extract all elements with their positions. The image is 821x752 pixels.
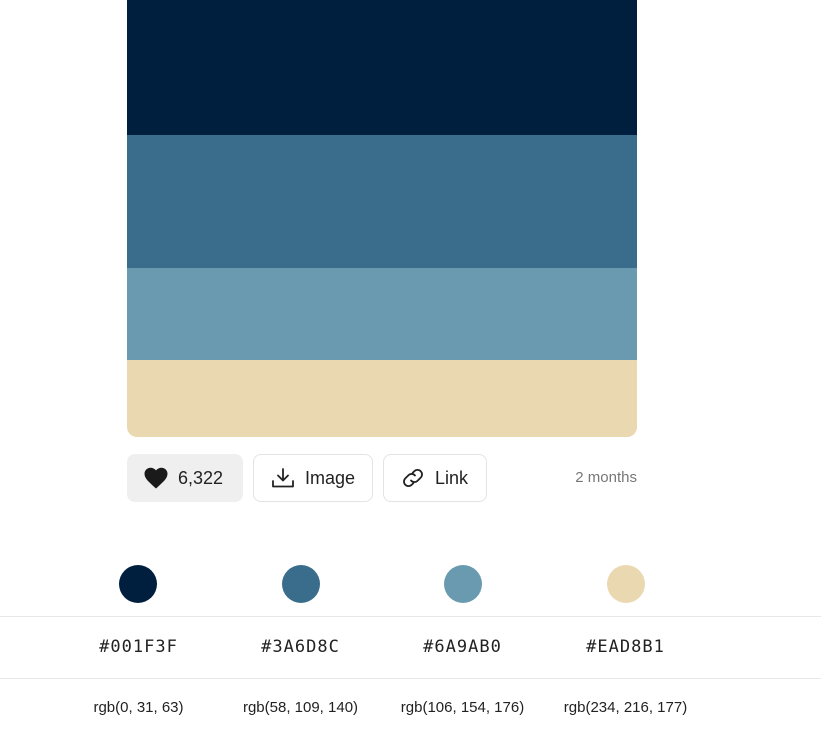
link-label: Link (435, 467, 469, 488)
divider (0, 616, 821, 617)
image-label: Image (305, 467, 356, 488)
rgb-value-1[interactable]: rgb(0, 31, 63) (93, 699, 184, 716)
color-dot-2[interactable] (282, 565, 320, 603)
color-dot-3[interactable] (444, 565, 482, 603)
download-image-button[interactable]: Image (253, 454, 373, 502)
color-dots (0, 565, 821, 603)
like-count: 6,322 (178, 467, 224, 488)
hex-code-1[interactable]: #001F3F (99, 637, 178, 657)
color-dot-4[interactable] (607, 565, 645, 603)
rgb-value-3[interactable]: rgb(106, 154, 176) (400, 699, 525, 716)
hex-code-3[interactable]: #6A9AB0 (423, 637, 502, 657)
color-swatch-4[interactable] (127, 360, 637, 437)
color-swatch-1[interactable] (127, 0, 637, 135)
palette-actions: 6,322 Image Link 2 months (127, 454, 637, 502)
color-swatch-3[interactable] (127, 268, 637, 360)
link-icon (401, 467, 425, 489)
download-icon (271, 467, 295, 489)
color-swatch-2[interactable] (127, 135, 637, 268)
palette-card (127, 0, 637, 437)
color-dot-1[interactable] (119, 565, 157, 603)
hex-code-4[interactable]: #EAD8B1 (586, 637, 665, 657)
hex-codes-row: #001F3F #3A6D8C #6A9AB0 #EAD8B1 (0, 637, 821, 661)
rgb-value-2[interactable]: rgb(58, 109, 140) (242, 699, 359, 716)
like-button[interactable]: 6,322 (127, 454, 243, 502)
rgb-value-4[interactable]: rgb(234, 216, 177) (563, 699, 688, 716)
divider (0, 678, 821, 679)
copy-link-button[interactable]: Link (383, 454, 487, 502)
hex-code-2[interactable]: #3A6D8C (261, 637, 340, 657)
heart-icon (144, 467, 168, 489)
rgb-values-row: rgb(0, 31, 63) rgb(58, 109, 140) rgb(106… (0, 699, 821, 721)
posted-time: 2 months (575, 469, 637, 486)
